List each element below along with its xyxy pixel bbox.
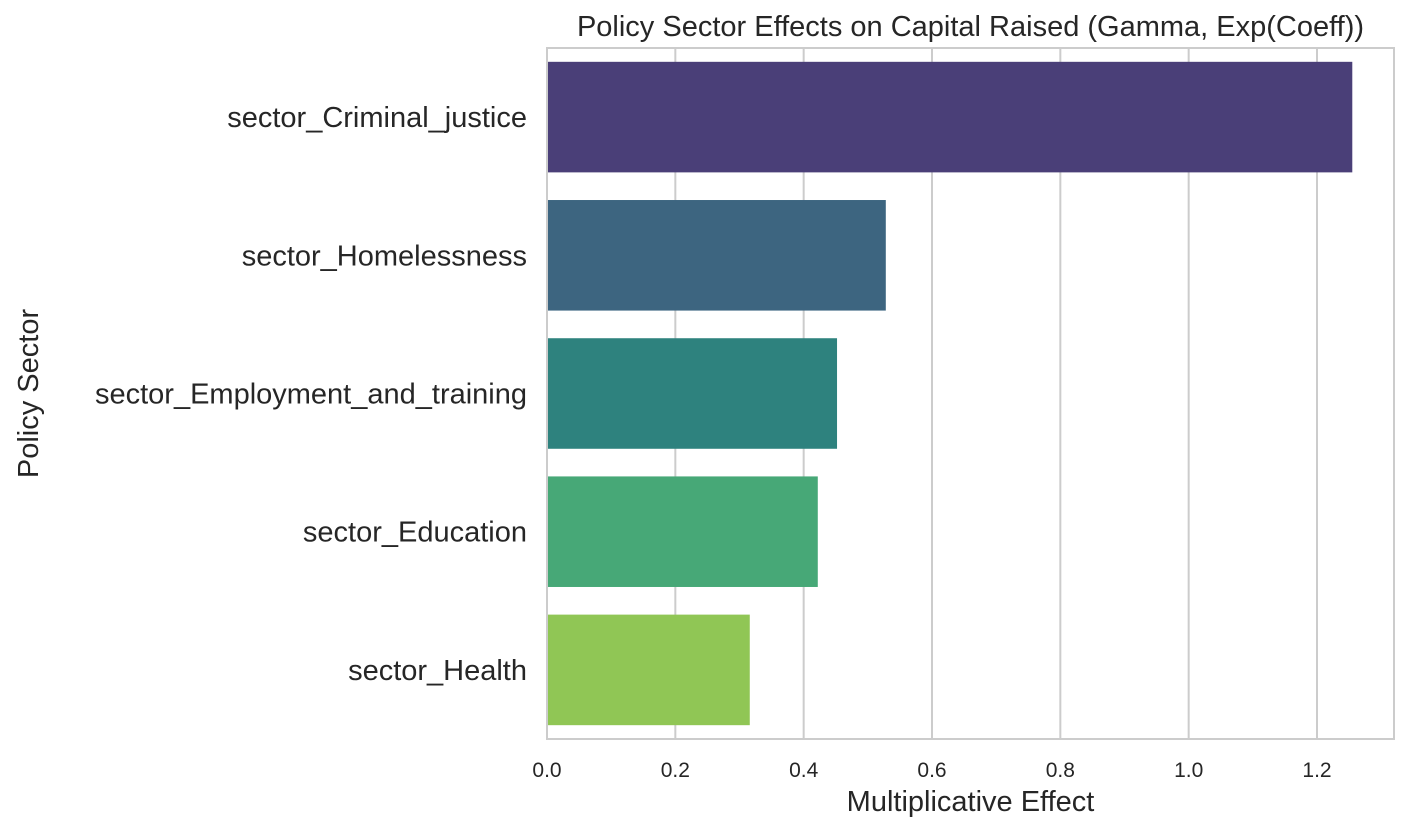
x-tick-label: 1.0 [1174,759,1203,782]
bar [547,338,838,449]
y-tick-label: sector_Homelessness [242,240,527,272]
y-tick-label: sector_Employment_and_training [95,379,527,411]
x-tick-label: 0.4 [789,759,819,782]
bar-layer [547,61,1353,726]
x-tick-label: 1.2 [1302,759,1331,782]
x-tick-label: 0.6 [917,759,946,782]
chart-title: Policy Sector Effects on Capital Raised … [577,11,1364,43]
y-tick-label: sector_Criminal_justice [227,102,527,134]
tick-layer: 0.0 0.2 0.4 0.6 0.8 1.0 1.2 sector_Criminal_jus… [95,102,1332,782]
bar [547,61,1353,173]
y-tick-label: sector_Health [348,655,527,687]
y-tick-label: sector_Education [303,517,527,549]
plot-frame [546,47,1395,740]
y-axis-label: Policy Sector [13,309,45,479]
bar [547,200,886,311]
x-tick-label: 0.0 [532,759,561,782]
x-tick-label: 0.2 [661,759,690,782]
x-axis-label: Multiplicative Effect [847,786,1095,818]
x-tick-label: 0.8 [1046,759,1075,782]
bar [547,614,750,726]
bar [547,476,818,587]
